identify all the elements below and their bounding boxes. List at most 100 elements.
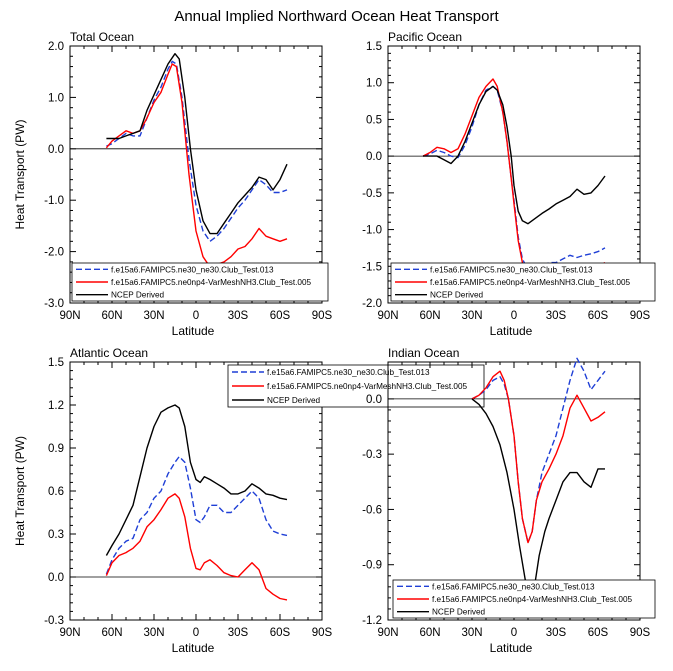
y-tick-label: 1.5: [48, 357, 64, 369]
series-line-ncep: [471, 398, 605, 594]
x-tick-label: 90S: [630, 310, 651, 322]
x-tick-label: 0: [511, 310, 517, 322]
x-axis-label: Latitude: [172, 641, 215, 655]
y-tick-label: -2.0: [362, 298, 382, 310]
x-tick-label: 60S: [588, 627, 609, 639]
x-tick-label: 90N: [59, 627, 80, 639]
y-tick-label: 1.5: [366, 41, 382, 53]
legend-box: [392, 579, 656, 619]
x-tick-label: 30S: [546, 310, 567, 322]
legend-label: NCEP Derived: [267, 396, 321, 405]
legend-box: [390, 262, 656, 302]
x-tick-label: 30S: [228, 627, 249, 639]
y-tick-label: -1.2: [362, 615, 382, 627]
x-tick-label: 60N: [101, 310, 122, 322]
series-line-ncep: [106, 53, 288, 235]
legend-label: f.e15a6.FAMIPC5.ne0np4-VarMeshNH3.Club_T…: [430, 278, 631, 287]
legend-label: f.e15a6.FAMIPC5.ne30_ne30.Club_Test.013: [430, 265, 593, 274]
x-axis-label: Latitude: [172, 324, 215, 338]
series-line-model1: [105, 455, 288, 575]
x-tick-label: 60S: [588, 310, 609, 322]
series-line-model2: [471, 370, 606, 544]
legend-box: [227, 364, 485, 408]
x-tick-label: 30S: [546, 627, 567, 639]
x-tick-label: 60N: [419, 627, 440, 639]
series-line-model1: [106, 60, 288, 243]
legend-label: f.e15a6.FAMIPC5.ne0np4-VarMeshNH3.Club_T…: [432, 595, 633, 604]
y-tick-label: -0.3: [44, 615, 64, 627]
series-line-ncep: [105, 404, 288, 556]
legend-label: f.e15a6.FAMIPC5.ne30_ne30.Club_Test.013: [432, 582, 595, 591]
x-tick-label: 90S: [312, 310, 333, 322]
y-tick-label: -2.0: [44, 247, 64, 259]
y-tick-label: 0.6: [48, 486, 64, 498]
legend-label: f.e15a6.FAMIPC5.ne30_ne30.Club_Test.013: [267, 368, 430, 377]
x-tick-label: 90S: [312, 627, 333, 639]
legend-label: f.e15a6.FAMIPC5.ne0np4-VarMeshNH3.Club_T…: [267, 382, 468, 391]
x-tick-label: 90N: [377, 627, 398, 639]
panel-title: Pacific Ocean: [388, 30, 462, 44]
y-tick-label: 0.0: [366, 394, 382, 406]
series-line-model1: [471, 357, 606, 544]
legend-label: f.e15a6.FAMIPC5.ne30_ne30.Club_Test.013: [111, 265, 274, 274]
legend-label: NCEP Derived: [432, 608, 486, 617]
x-tick-label: 0: [193, 310, 199, 322]
series-line-ncep: [423, 85, 606, 225]
y-tick-label: 0.3: [48, 529, 64, 541]
x-tick-label: 90N: [377, 310, 398, 322]
y-tick-label: 0.0: [48, 144, 64, 156]
x-axis-label: Latitude: [490, 324, 533, 338]
x-tick-label: 60N: [101, 627, 122, 639]
x-axis-label: Latitude: [490, 641, 533, 655]
y-tick-label: 0.0: [48, 572, 64, 584]
x-tick-label: 60S: [270, 627, 291, 639]
x-tick-label: 0: [511, 627, 517, 639]
y-tick-label: -1.0: [44, 195, 64, 207]
x-tick-label: 60S: [270, 310, 291, 322]
y-tick-label: 2.0: [48, 41, 64, 53]
legend: f.e15a6.FAMIPC5.ne30_ne30.Club_Test.013f…: [392, 579, 656, 619]
figure-title: Annual Implied Northward Ocean Heat Tran…: [174, 8, 499, 25]
x-tick-label: 30N: [143, 310, 164, 322]
y-tick-label: 0.5: [366, 114, 382, 126]
legend-label: NCEP Derived: [111, 291, 165, 300]
x-tick-label: 30N: [461, 627, 482, 639]
legend: f.e15a6.FAMIPC5.ne30_ne30.Club_Test.013f…: [71, 262, 329, 302]
series-line-model2: [105, 493, 288, 601]
legend: f.e15a6.FAMIPC5.ne30_ne30.Club_Test.013f…: [227, 364, 485, 408]
series-line-model2: [105, 63, 288, 268]
legend-label: f.e15a6.FAMIPC5.ne0np4-VarMeshNH3.Club_T…: [111, 278, 312, 287]
legend-label: NCEP Derived: [430, 291, 484, 300]
y-tick-label: 0.9: [48, 443, 64, 455]
y-tick-label: -0.6: [362, 504, 382, 516]
panel-title: Total Ocean: [70, 30, 134, 44]
y-axis-label: Heat Transport (PW): [13, 436, 27, 546]
y-tick-label: 0.0: [366, 151, 382, 163]
y-axis-label: Heat Transport (PW): [13, 119, 27, 229]
panel-title: Atlantic Ocean: [70, 346, 148, 360]
x-tick-label: 30N: [461, 310, 482, 322]
y-tick-label: 1.2: [48, 400, 64, 412]
x-tick-label: 60N: [419, 310, 440, 322]
y-tick-label: 1.0: [366, 78, 382, 90]
legend: f.e15a6.FAMIPC5.ne30_ne30.Club_Test.013f…: [390, 262, 656, 302]
y-tick-label: -1.0: [362, 225, 382, 237]
y-tick-label: 1.0: [48, 92, 64, 104]
y-tick-label: -0.3: [362, 449, 382, 461]
y-tick-label: -1.5: [362, 261, 382, 273]
x-tick-label: 30S: [228, 310, 249, 322]
y-tick-label: -3.0: [44, 298, 64, 310]
y-tick-label: -0.9: [362, 560, 382, 572]
y-tick-label: -0.5: [362, 188, 382, 200]
x-tick-label: 0: [193, 627, 199, 639]
x-tick-label: 90S: [630, 627, 651, 639]
legend-box: [71, 262, 329, 302]
panel-title: Indian Ocean: [388, 346, 459, 360]
x-tick-label: 90N: [59, 310, 80, 322]
x-tick-label: 30N: [143, 627, 164, 639]
